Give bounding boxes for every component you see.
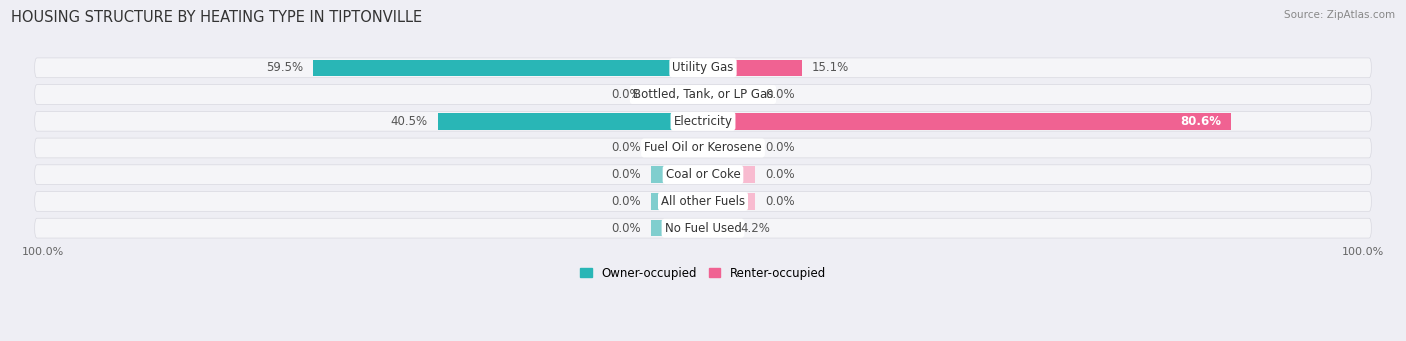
Text: 4.2%: 4.2% — [741, 222, 770, 235]
Text: 15.1%: 15.1% — [811, 61, 849, 74]
Bar — [314, 60, 703, 76]
Bar — [651, 86, 703, 103]
Bar — [437, 113, 703, 130]
Text: 0.0%: 0.0% — [765, 142, 794, 154]
FancyBboxPatch shape — [35, 192, 1371, 211]
FancyBboxPatch shape — [35, 218, 1371, 238]
FancyBboxPatch shape — [35, 112, 1371, 131]
Text: Fuel Oil or Kerosene: Fuel Oil or Kerosene — [644, 142, 762, 154]
Bar — [703, 86, 755, 103]
Bar — [651, 140, 703, 156]
FancyBboxPatch shape — [35, 165, 1371, 184]
Text: Electricity: Electricity — [673, 115, 733, 128]
Text: 0.0%: 0.0% — [765, 168, 794, 181]
Text: 59.5%: 59.5% — [266, 61, 304, 74]
Bar — [703, 193, 755, 210]
Text: HOUSING STRUCTURE BY HEATING TYPE IN TIPTONVILLE: HOUSING STRUCTURE BY HEATING TYPE IN TIP… — [11, 10, 422, 25]
Legend: Owner-occupied, Renter-occupied: Owner-occupied, Renter-occupied — [575, 262, 831, 284]
Text: Source: ZipAtlas.com: Source: ZipAtlas.com — [1284, 10, 1395, 20]
Bar — [703, 140, 755, 156]
Text: 0.0%: 0.0% — [612, 195, 641, 208]
Text: 40.5%: 40.5% — [391, 115, 427, 128]
Text: Coal or Coke: Coal or Coke — [665, 168, 741, 181]
Text: Utility Gas: Utility Gas — [672, 61, 734, 74]
FancyBboxPatch shape — [35, 138, 1371, 158]
Bar — [703, 113, 1232, 130]
Bar — [703, 220, 731, 236]
FancyBboxPatch shape — [35, 58, 1371, 78]
Bar — [651, 166, 703, 183]
FancyBboxPatch shape — [35, 85, 1371, 104]
Text: 0.0%: 0.0% — [765, 88, 794, 101]
Text: 100.0%: 100.0% — [21, 247, 63, 257]
Text: 0.0%: 0.0% — [612, 168, 641, 181]
Text: 0.0%: 0.0% — [765, 195, 794, 208]
Bar — [703, 60, 801, 76]
Text: 0.0%: 0.0% — [612, 142, 641, 154]
Bar — [651, 193, 703, 210]
Bar — [651, 220, 703, 236]
Text: 80.6%: 80.6% — [1180, 115, 1222, 128]
Text: No Fuel Used: No Fuel Used — [665, 222, 741, 235]
Text: Bottled, Tank, or LP Gas: Bottled, Tank, or LP Gas — [633, 88, 773, 101]
Text: All other Fuels: All other Fuels — [661, 195, 745, 208]
Text: 100.0%: 100.0% — [1343, 247, 1385, 257]
Text: 0.0%: 0.0% — [612, 88, 641, 101]
Text: 0.0%: 0.0% — [612, 222, 641, 235]
Bar — [703, 166, 755, 183]
